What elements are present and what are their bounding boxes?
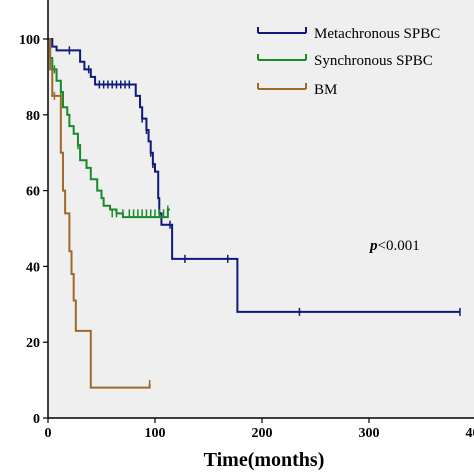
y-tick-label: 20 <box>26 336 40 351</box>
p-value-text: <0.001 <box>378 238 420 254</box>
x-tick-label: 0 <box>45 426 52 441</box>
y-tick-label: 80 <box>26 109 40 124</box>
x-tick-label: 400 <box>466 426 474 441</box>
series-line-0 <box>48 38 460 313</box>
y-tick-label: 60 <box>26 185 40 200</box>
x-tick-label: 200 <box>252 426 273 441</box>
x-axis-label: Time(months) <box>204 449 325 471</box>
x-tick-label: 100 <box>145 426 166 441</box>
x-tick-label: 300 <box>359 426 380 441</box>
y-tick-label: 100 <box>19 33 40 48</box>
p-symbol: p <box>368 238 378 254</box>
plot-background <box>48 0 474 418</box>
legend-label: BM <box>314 82 337 98</box>
y-tick-label: 40 <box>26 260 40 275</box>
p-value-annotation: p<0.001 <box>368 238 420 254</box>
chart-marks <box>48 38 461 389</box>
axes-ticks: 0 100 200 300 400 0 20 40 60 80 100 <box>19 33 474 441</box>
series-line-2 <box>48 38 151 389</box>
legend-label: Synchronous SPBC <box>314 53 433 69</box>
legend: Metachronous SPBC Synchronous SPBC BM <box>257 26 440 98</box>
y-tick-label: 0 <box>33 412 40 427</box>
legend-label: Metachronous SPBC <box>314 26 440 42</box>
